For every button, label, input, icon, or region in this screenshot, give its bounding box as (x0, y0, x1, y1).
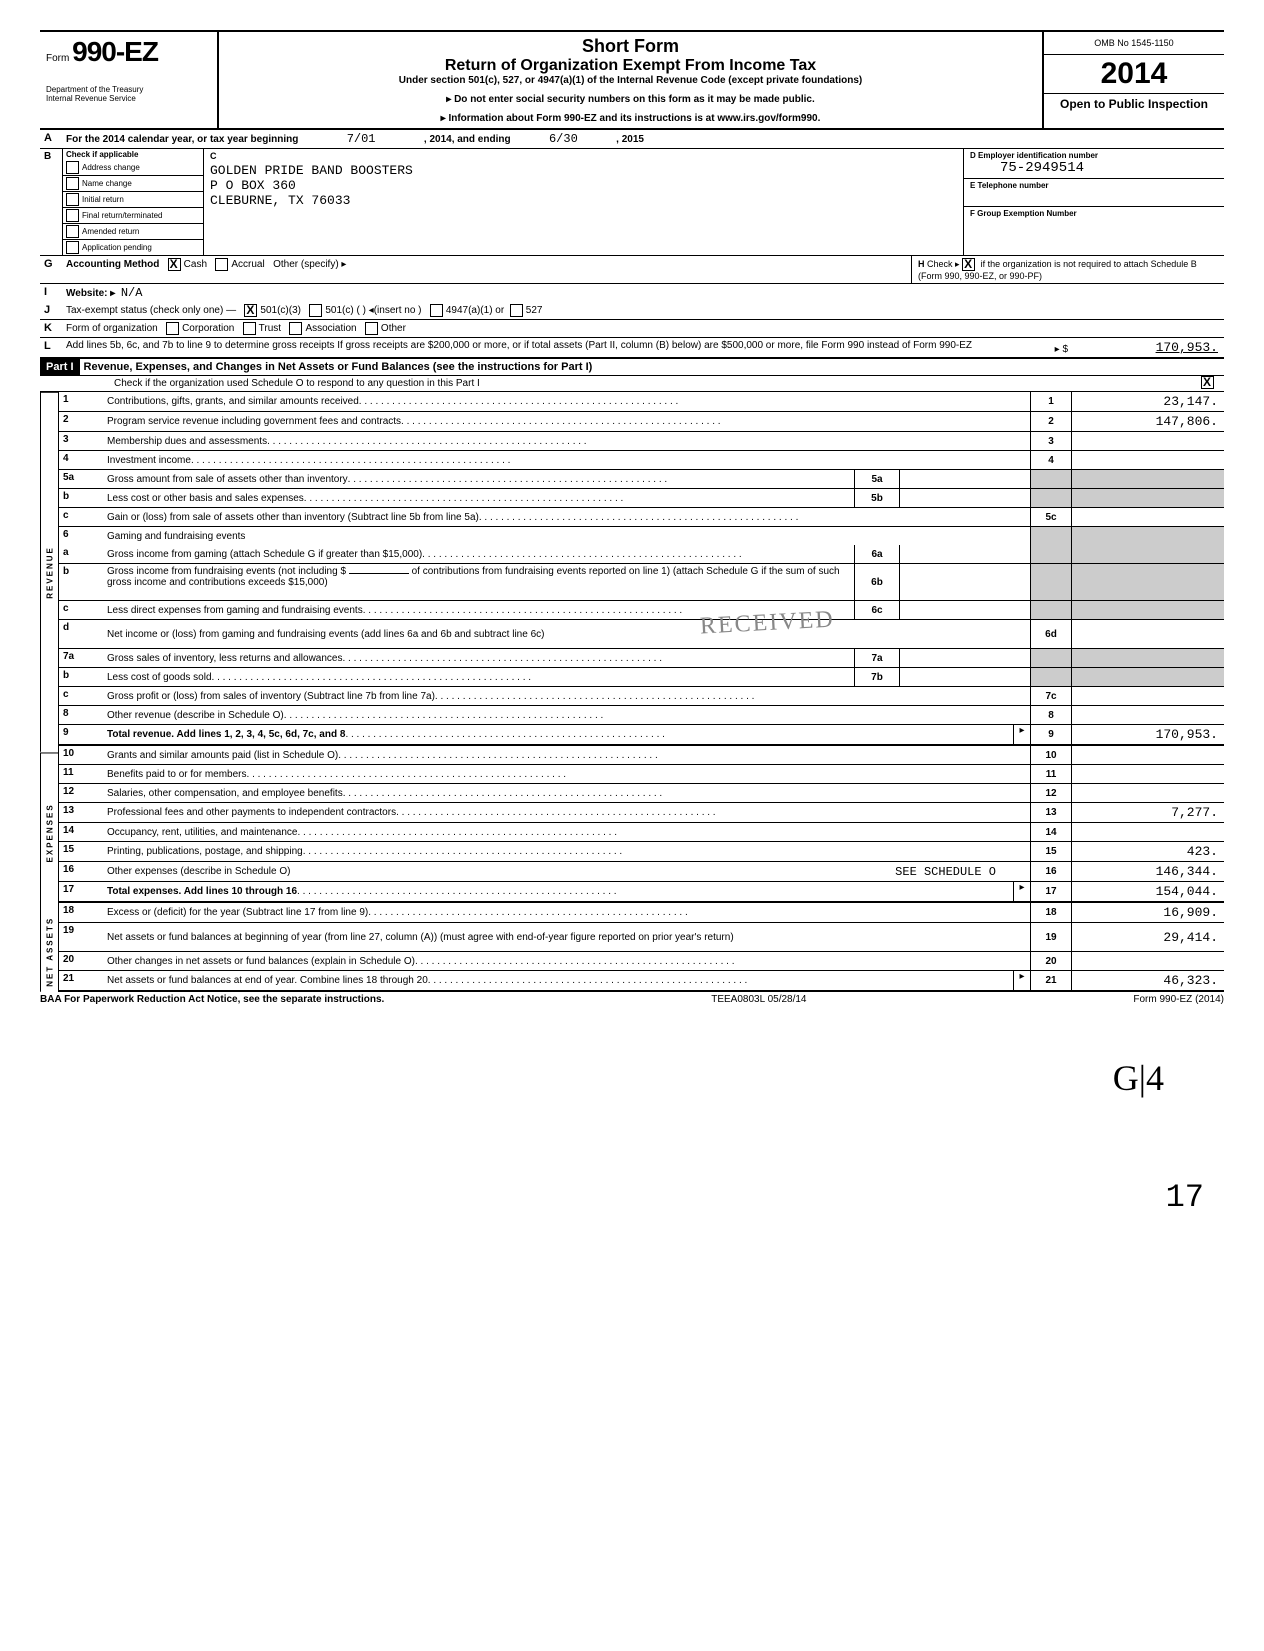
dept-treasury: Department of the Treasury Internal Reve… (46, 86, 211, 104)
form-prefix: Form (46, 53, 69, 64)
part-1-schedule-o-check: Check if the organization used Schedule … (40, 376, 1224, 392)
line-15: 15 Printing, publications, postage, and … (59, 842, 1224, 862)
check-amended-return[interactable]: Amended return (63, 224, 203, 240)
line-5b: b Less cost or other basis and sales exp… (59, 489, 1224, 508)
block-def: D Employer identification number 75-2949… (964, 149, 1224, 255)
baa-notice: BAA For Paperwork Reduction Act Notice, … (40, 994, 384, 1005)
tax-year-end: 6/30 (513, 132, 613, 146)
handwritten-note: G|4 (40, 1057, 1224, 1099)
block-c: C GOLDEN PRIDE BAND BOOSTERS P O BOX 360… (204, 149, 964, 255)
line-20: 20 Other changes in net assets or fund b… (59, 952, 1224, 971)
line-6a: a Gross income from gaming (attach Sched… (59, 545, 1224, 564)
line-16: 16 Other expenses (describe in Schedule … (59, 862, 1224, 882)
see-schedule-o: SEE SCHEDULE O (895, 865, 1026, 879)
check-schedule-o-used[interactable] (1201, 376, 1214, 389)
line-7a: 7a Gross sales of inventory, less return… (59, 649, 1224, 668)
ein-value: 75-2949514 (970, 160, 1218, 176)
gross-receipts-value: 170,953. (1072, 338, 1224, 357)
block-d: D Employer identification number 75-2949… (964, 149, 1224, 179)
website-value: N/A (121, 286, 143, 300)
line-h: H Check ▸ if the organization is not req… (911, 256, 1224, 283)
check-cash[interactable] (168, 258, 181, 271)
check-final-return[interactable]: Final return/terminated (63, 208, 203, 224)
side-revenue: REVENUE (40, 392, 59, 752)
check-corporation[interactable] (166, 322, 179, 335)
check-accrual[interactable] (215, 258, 228, 271)
header-right: OMB No 1545-1150 2014 Open to Public Ins… (1044, 32, 1224, 128)
check-address-change[interactable]: Address change (63, 160, 203, 176)
check-name-change[interactable]: Name change (63, 176, 203, 192)
side-expenses: EXPENSES (40, 752, 59, 912)
check-trust[interactable] (243, 322, 256, 335)
tax-year: 2014 (1044, 55, 1224, 94)
line-6d: d Net income or (loss) from gaming and f… (59, 620, 1224, 649)
check-initial-return[interactable]: Initial return (63, 192, 203, 208)
line-a: A For the 2014 calendar year, or tax yea… (40, 130, 1224, 149)
part-1-table: REVENUE EXPENSES NET ASSETS 1 Contributi… (40, 392, 1224, 992)
line-10: 10 Grants and similar amounts paid (list… (59, 746, 1224, 765)
line-1: 1 Contributions, gifts, grants, and simi… (59, 392, 1224, 412)
org-address-1: P O BOX 360 (210, 178, 957, 193)
check-application-pending[interactable]: Application pending (63, 240, 203, 255)
org-address-2: CLEBURNE, TX 76033 (210, 193, 957, 208)
check-501c[interactable] (309, 304, 322, 317)
line-k: K Form of organization Corporation Trust… (40, 320, 1224, 338)
part-1-header: Part I Revenue, Expenses, and Changes in… (40, 359, 1224, 376)
line-j: J Tax-exempt status (check only one) — 5… (40, 302, 1224, 320)
line-i: I Website: ▸ N/A (40, 284, 1224, 302)
line-5c: c Gain or (loss) from sale of assets oth… (59, 508, 1224, 527)
line-6c: c Less direct expenses from gaming and f… (59, 601, 1224, 620)
line-3: 3 Membership dues and assessments 3 (59, 432, 1224, 451)
check-4947a1[interactable] (430, 304, 443, 317)
form-footer: BAA For Paperwork Reduction Act Notice, … (40, 992, 1224, 1007)
open-to-public: Open to Public Inspection (1044, 94, 1224, 115)
check-527[interactable] (510, 304, 523, 317)
line-l: L Add lines 5b, 6c, and 7b to line 9 to … (40, 338, 1224, 359)
line-21: 21 Net assets or fund balances at end of… (59, 971, 1224, 992)
line-5a: 5a Gross amount from sale of assets othe… (59, 470, 1224, 489)
line-4: 4 Investment income 4 (59, 451, 1224, 470)
line-6b: b Gross income from fundraising events (… (59, 564, 1224, 601)
line-8: 8 Other revenue (describe in Schedule O)… (59, 706, 1224, 725)
check-association[interactable] (289, 322, 302, 335)
check-schedule-b-not-required[interactable] (962, 258, 975, 271)
omb-number: OMB No 1545-1150 (1044, 32, 1224, 55)
line-12: 12 Salaries, other compensation, and emp… (59, 784, 1224, 803)
form-code: TEEA0803L 05/28/14 (711, 994, 806, 1005)
check-501c3[interactable] (244, 304, 257, 317)
form-number: 990-EZ (72, 36, 158, 67)
line-19: 19 Net assets or fund balances at beginn… (59, 923, 1224, 952)
side-assets: NET ASSETS (40, 912, 59, 992)
page-number: 17 (40, 1179, 1224, 1216)
block-b-checks: Check if applicable Address change Name … (63, 149, 204, 255)
line-g-h: G Accounting Method Cash Accrual Other (… (40, 256, 1224, 284)
header-title: Short Form Return of Organization Exempt… (219, 32, 1044, 128)
form-990ez: Form 990-EZ Department of the Treasury I… (40, 30, 1224, 1007)
line-9: 9 Total revenue. Add lines 1, 2, 3, 4, 5… (59, 725, 1224, 746)
block-f: F Group Exemption Number (964, 207, 1224, 220)
block-bcdef: B Check if applicable Address change Nam… (40, 149, 1224, 256)
line-2: 2 Program service revenue including gove… (59, 412, 1224, 432)
line-17: 17 Total expenses. Add lines 10 through … (59, 882, 1224, 903)
form-ref: Form 990-EZ (2014) (1133, 994, 1224, 1005)
block-e: E Telephone number (964, 179, 1224, 207)
line-18: 18 Excess or (deficit) for the year (Sub… (59, 903, 1224, 923)
line-13: 13 Professional fees and other payments … (59, 803, 1224, 823)
line-11: 11 Benefits paid to or for members 11 (59, 765, 1224, 784)
check-other-org[interactable] (365, 322, 378, 335)
line-7c: c Gross profit or (loss) from sales of i… (59, 687, 1224, 706)
form-header: Form 990-EZ Department of the Treasury I… (40, 32, 1224, 130)
tax-year-begin: 7/01 (301, 132, 421, 146)
line-7b: b Less cost of goods sold 7b (59, 668, 1224, 687)
line-14: 14 Occupancy, rent, utilities, and maint… (59, 823, 1224, 842)
header-left: Form 990-EZ Department of the Treasury I… (40, 32, 219, 128)
line-6: 6 Gaming and fundraising events (59, 527, 1224, 545)
org-name: GOLDEN PRIDE BAND BOOSTERS (210, 163, 957, 178)
